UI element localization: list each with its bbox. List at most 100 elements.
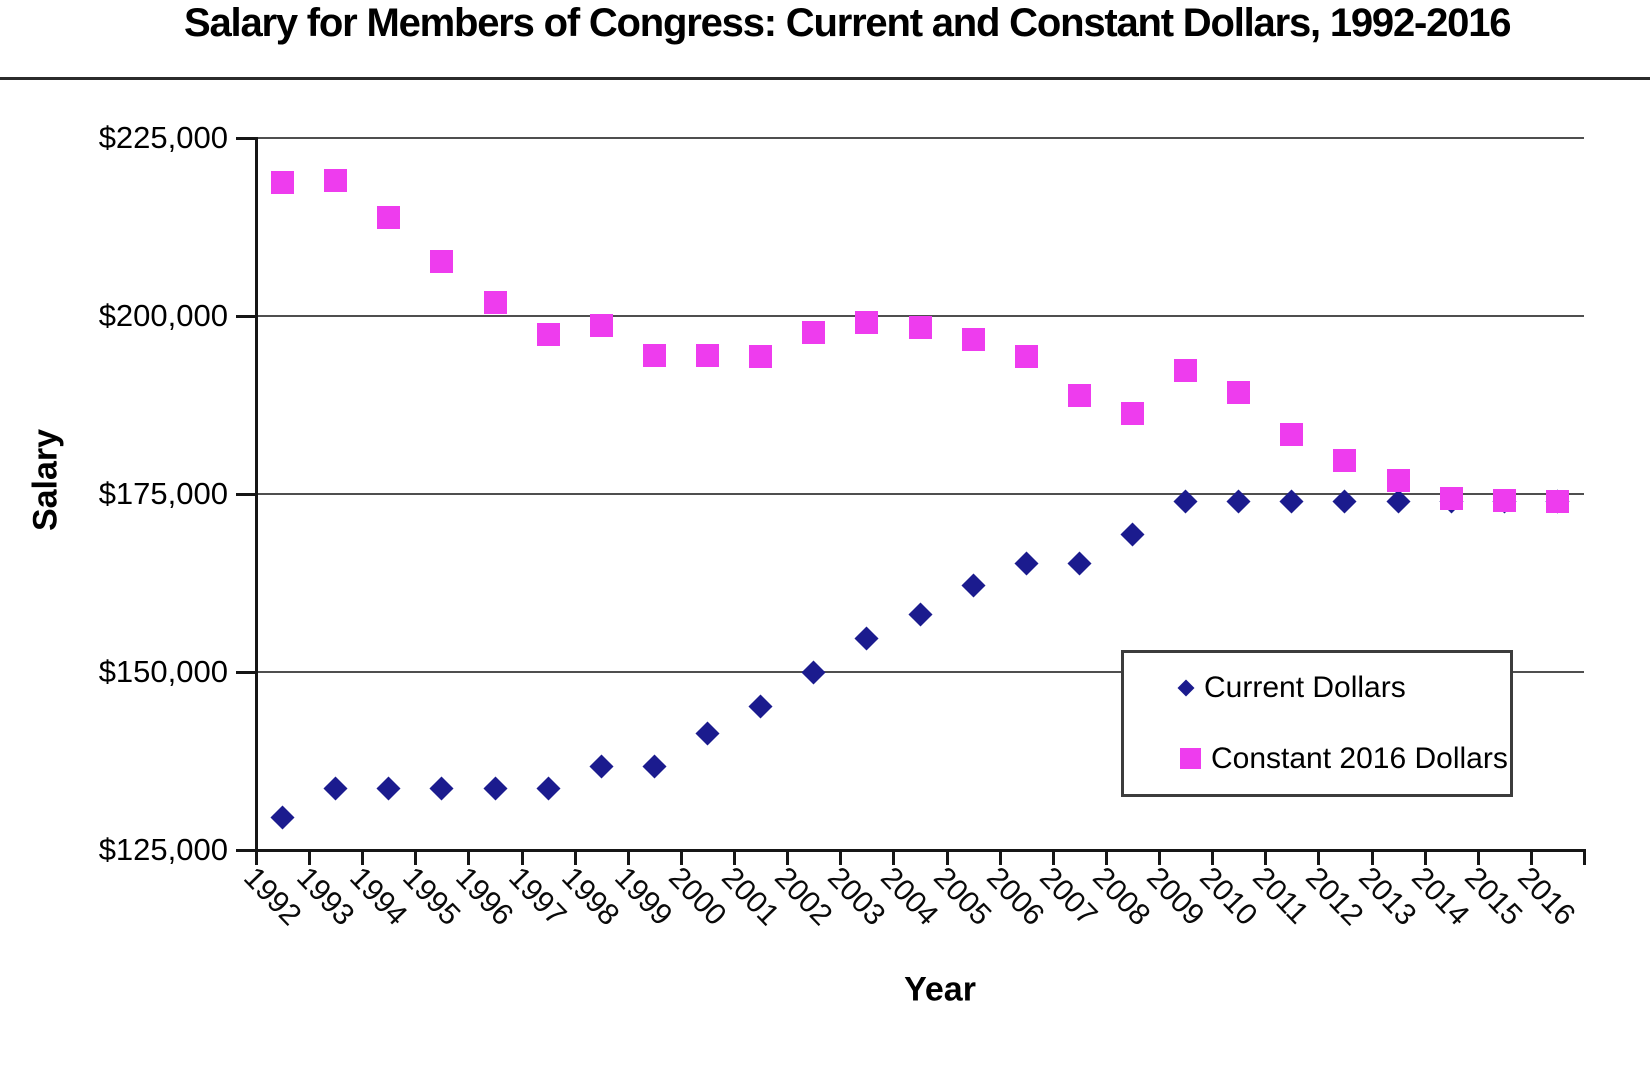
x-tick-label: 1994 xyxy=(343,861,414,932)
x-tick xyxy=(361,850,365,865)
data-point-current-dollars xyxy=(1120,522,1145,547)
data-point-constant-2016-dollars xyxy=(908,315,932,339)
data-point-constant-2016-dollars xyxy=(696,343,720,367)
x-tick-label: 2016 xyxy=(1511,861,1582,932)
x-axis-title: Year xyxy=(904,970,976,1009)
data-point-constant-2016-dollars xyxy=(589,313,613,337)
x-tick-label: 2000 xyxy=(661,861,732,932)
data-point-constant-2016-dollars xyxy=(1014,345,1038,369)
legend-label-current-dollars: Current Dollars xyxy=(1204,671,1406,705)
gridline xyxy=(256,671,1584,673)
x-tick-label: 2011 xyxy=(1246,861,1315,931)
x-tick xyxy=(1104,850,1108,865)
y-axis-line xyxy=(255,137,258,852)
x-tick xyxy=(1317,850,1321,865)
x-tick xyxy=(1529,850,1533,865)
x-tick-label: 2015 xyxy=(1458,861,1529,932)
data-point-current-dollars xyxy=(429,776,454,801)
data-point-current-dollars xyxy=(376,776,401,801)
data-point-constant-2016-dollars xyxy=(271,171,295,195)
x-tick xyxy=(1476,850,1480,865)
x-tick-label: 2013 xyxy=(1352,861,1423,932)
data-point-current-dollars xyxy=(323,776,348,801)
x-axis-line xyxy=(255,849,1586,852)
data-point-current-dollars xyxy=(1067,551,1092,576)
y-tick xyxy=(236,314,256,318)
x-tick-label: 2008 xyxy=(1086,861,1157,932)
data-point-current-dollars xyxy=(642,754,667,779)
y-tick-label: $125,000 xyxy=(98,832,228,867)
y-tick xyxy=(236,492,256,496)
x-tick-label: 2003 xyxy=(821,861,892,932)
data-point-current-dollars xyxy=(748,694,773,719)
data-point-constant-2016-dollars xyxy=(483,290,507,314)
x-tick-label: 1996 xyxy=(449,861,520,932)
x-tick-label: 1992 xyxy=(236,861,307,932)
x-tick xyxy=(1051,850,1055,865)
data-point-current-dollars xyxy=(801,659,826,685)
y-tick-label: $225,000 xyxy=(98,120,228,155)
x-tick xyxy=(1264,850,1268,865)
square-marker-icon xyxy=(1180,748,1201,770)
data-point-constant-2016-dollars xyxy=(749,345,773,369)
data-point-constant-2016-dollars xyxy=(1280,422,1304,446)
x-tick xyxy=(626,850,630,865)
y-tick xyxy=(236,136,256,140)
y-tick xyxy=(236,848,256,852)
x-tick xyxy=(892,850,896,865)
data-point-constant-2016-dollars xyxy=(536,323,560,346)
x-tick-label: 1997 xyxy=(502,861,573,932)
data-point-current-dollars xyxy=(854,626,879,651)
x-tick xyxy=(733,850,737,865)
data-point-constant-2016-dollars xyxy=(430,250,454,274)
x-tick-label: 1998 xyxy=(555,861,626,932)
y-tick xyxy=(236,670,256,674)
x-tick-label: 2001 xyxy=(714,861,785,932)
data-point-current-dollars xyxy=(695,721,720,746)
data-point-current-dollars xyxy=(1014,551,1039,576)
data-point-current-dollars xyxy=(589,754,614,779)
chart-title: Salary for Members of Congress: Current … xyxy=(184,1,1512,45)
y-axis-title: Salary xyxy=(26,428,65,532)
data-point-constant-2016-dollars xyxy=(802,320,826,344)
x-tick-label: 2006 xyxy=(980,861,1051,932)
x-tick xyxy=(573,850,577,865)
x-tick-label: 1993 xyxy=(289,861,361,932)
y-tick-label: $175,000 xyxy=(98,476,228,511)
diamond-marker-icon xyxy=(1177,679,1195,697)
legend-label-constant-2016-dollars: Constant 2016 Dollars xyxy=(1211,741,1508,775)
x-tick-label: 1999 xyxy=(608,861,679,932)
x-tick-label: 2009 xyxy=(1139,861,1210,932)
x-tick xyxy=(255,850,258,865)
y-tick-label: $150,000 xyxy=(98,654,228,689)
data-point-constant-2016-dollars xyxy=(961,327,985,351)
x-tick xyxy=(786,850,790,865)
x-tick xyxy=(1583,850,1586,865)
title-rule xyxy=(0,77,1650,80)
data-point-current-dollars xyxy=(961,573,986,598)
data-point-constant-2016-dollars xyxy=(1492,488,1516,512)
x-tick-label: 2010 xyxy=(1192,861,1264,932)
x-tick-label: 2014 xyxy=(1405,861,1476,932)
data-point-constant-2016-dollars xyxy=(1386,468,1410,492)
gridline xyxy=(256,137,1584,139)
data-point-current-dollars xyxy=(483,776,508,801)
data-point-constant-2016-dollars xyxy=(1227,381,1251,405)
data-point-constant-2016-dollars xyxy=(1067,384,1091,408)
data-point-constant-2016-dollars xyxy=(855,310,879,334)
x-tick xyxy=(1158,850,1162,865)
data-point-constant-2016-dollars xyxy=(1439,487,1463,511)
x-tick-label: 2004 xyxy=(874,861,945,932)
x-tick xyxy=(467,850,471,865)
x-tick-label: 2007 xyxy=(1033,861,1104,932)
legend: Current Dollars Constant 2016 Dollars xyxy=(1121,650,1513,797)
x-tick xyxy=(839,850,843,865)
x-tick xyxy=(1423,850,1427,865)
gridline xyxy=(256,493,1584,495)
data-point-constant-2016-dollars xyxy=(642,343,666,367)
x-tick-label: 2002 xyxy=(768,861,839,932)
data-point-constant-2016-dollars xyxy=(1174,359,1198,383)
data-point-current-dollars xyxy=(270,805,295,830)
x-tick-label: 2005 xyxy=(927,861,998,932)
